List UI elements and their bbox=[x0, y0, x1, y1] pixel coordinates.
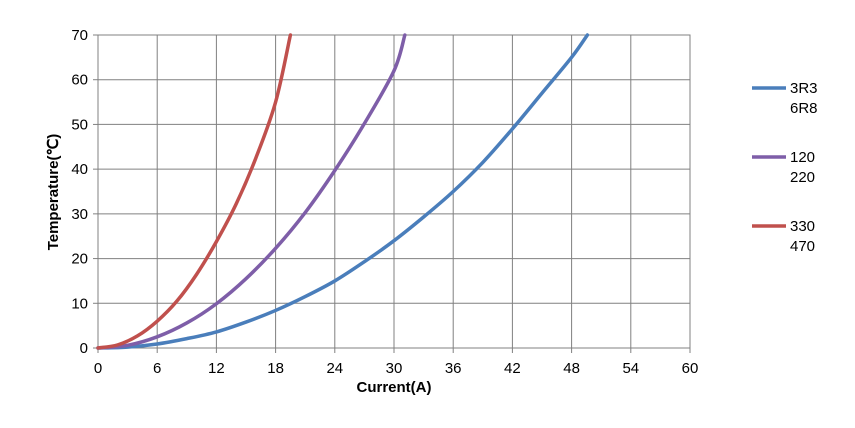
y-tick-label: 60 bbox=[71, 72, 88, 89]
legend-label: 120 bbox=[790, 149, 815, 166]
grid bbox=[93, 34, 691, 353]
x-tick-label: 60 bbox=[682, 360, 699, 377]
series-line-2 bbox=[96, 33, 407, 350]
x-tick-label: 30 bbox=[386, 360, 403, 377]
y-tick-label: 20 bbox=[71, 251, 88, 268]
x-tick-label: 54 bbox=[622, 360, 639, 377]
x-tick-label: 18 bbox=[267, 360, 284, 377]
legend-label: 470 bbox=[790, 238, 815, 255]
series-line-1 bbox=[96, 33, 590, 350]
y-tick-label: 40 bbox=[71, 161, 88, 178]
x-tick-labels: 0 6 12 18 24 30 36 42 48 54 60 bbox=[94, 360, 699, 377]
x-axis-title: Current(A) bbox=[357, 379, 432, 396]
y-tick-label: 70 bbox=[71, 27, 88, 44]
legend-label: 330 bbox=[790, 218, 815, 235]
y-tick-labels: 0 10 20 30 40 50 60 70 bbox=[71, 27, 88, 357]
x-tick-label: 12 bbox=[208, 360, 225, 377]
y-tick-label: 10 bbox=[71, 295, 88, 312]
y-tick-label: 50 bbox=[71, 116, 88, 133]
x-tick-label: 24 bbox=[326, 360, 343, 377]
series-line-3 bbox=[96, 33, 293, 350]
y-axis-title: Temperature(℃) bbox=[45, 134, 62, 251]
x-tick-label: 42 bbox=[504, 360, 521, 377]
series-lines bbox=[96, 33, 590, 350]
y-tick-label: 30 bbox=[71, 206, 88, 223]
x-tick-label: 0 bbox=[94, 360, 102, 377]
legend-label: 3R3 bbox=[790, 80, 818, 97]
legend-label: 220 bbox=[790, 169, 815, 186]
x-tick-label: 6 bbox=[153, 360, 161, 377]
y-tick-label: 0 bbox=[80, 340, 88, 357]
x-tick-label: 48 bbox=[563, 360, 580, 377]
x-tick-label: 36 bbox=[445, 360, 462, 377]
legend-label: 6R8 bbox=[790, 100, 818, 117]
